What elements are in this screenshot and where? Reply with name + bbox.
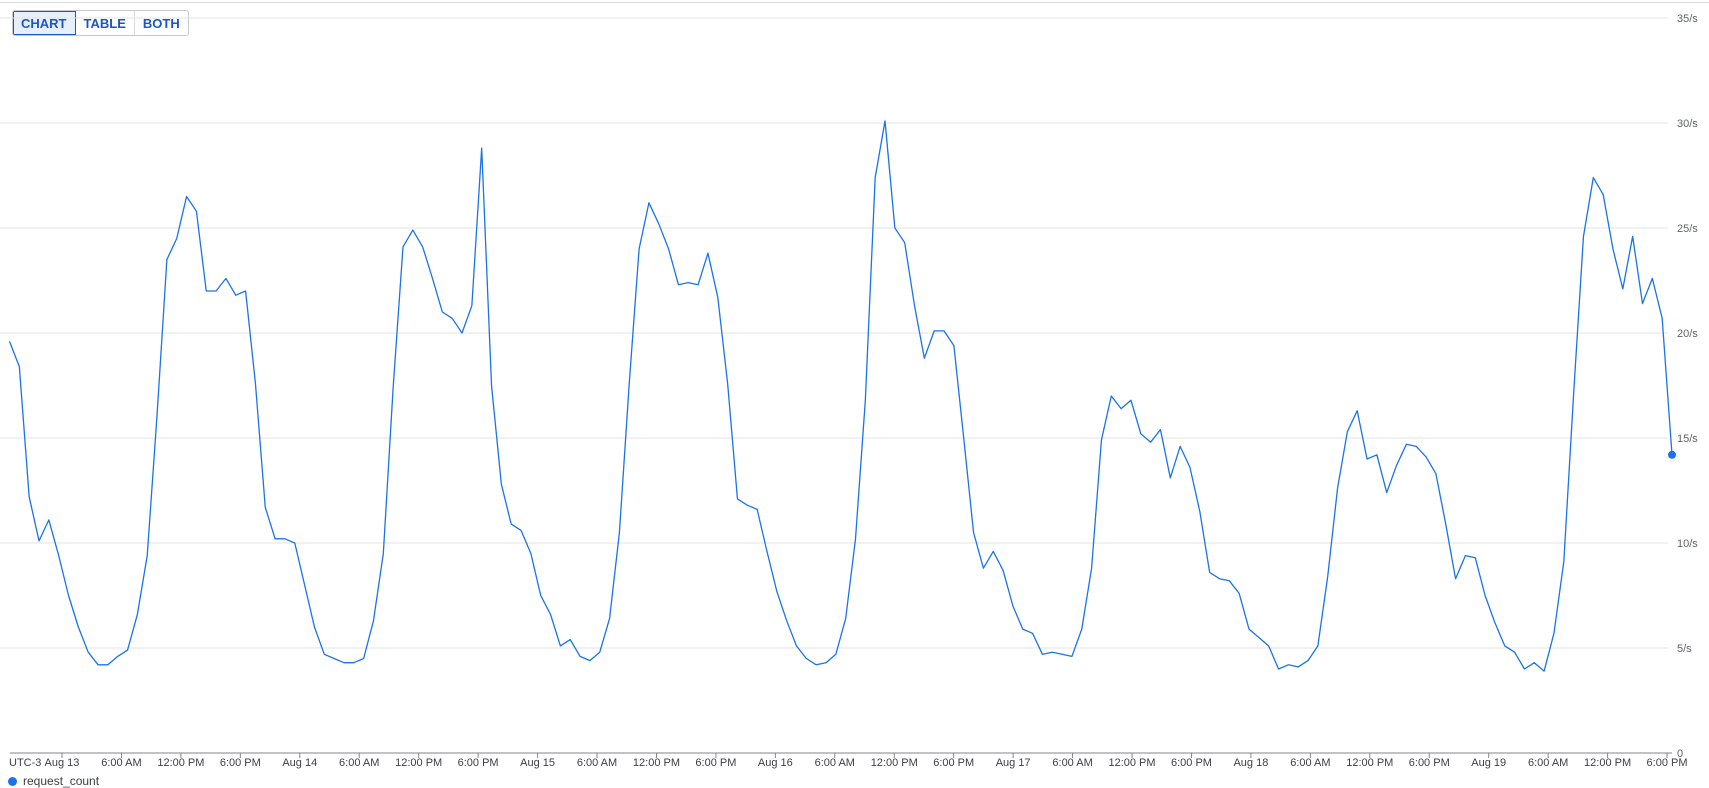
x-tick-label: 6:00 AM	[815, 757, 855, 769]
x-tick-label: 6:00 PM	[458, 757, 499, 769]
legend-label: request_count	[23, 774, 99, 788]
y-tick-label: 35/s	[1677, 13, 1698, 25]
y-tick-label: 15/s	[1677, 433, 1698, 445]
x-tick-label: 12:00 PM	[1584, 757, 1631, 769]
x-tick-label: Aug 15	[520, 757, 555, 769]
y-tick-label: 5/s	[1677, 643, 1692, 655]
x-tick-label: 12:00 PM	[1346, 757, 1393, 769]
x-tick-label: Aug 18	[1233, 757, 1268, 769]
x-tick-label: 6:00 PM	[1171, 757, 1212, 769]
legend[interactable]: request_count	[8, 774, 99, 788]
x-tick-label: Aug 19	[1471, 757, 1506, 769]
y-tick-label: 20/s	[1677, 328, 1698, 340]
x-tick-label: 6:00 PM	[1409, 757, 1450, 769]
x-tick-label: 6:00 AM	[101, 757, 141, 769]
x-tick-label: 12:00 PM	[1108, 757, 1155, 769]
y-tick-label: 10/s	[1677, 538, 1698, 550]
x-tick-label: 6:00 PM	[1647, 757, 1688, 769]
x-tick-label: Aug 17	[996, 757, 1031, 769]
x-tick-label: 12:00 PM	[395, 757, 442, 769]
x-tick-label: 6:00 PM	[695, 757, 736, 769]
y-tick-label: 30/s	[1677, 118, 1698, 130]
x-tick-label: 6:00 AM	[1290, 757, 1330, 769]
series-line-request-count	[10, 121, 1673, 671]
x-tick-label: 6:00 AM	[577, 757, 617, 769]
x-tick-label: 12:00 PM	[871, 757, 918, 769]
last-point-marker	[1668, 451, 1676, 459]
legend-marker-icon	[8, 777, 17, 786]
x-tick-label: 6:00 PM	[933, 757, 974, 769]
x-tick-label: 12:00 PM	[157, 757, 204, 769]
x-tick-label: 6:00 AM	[339, 757, 379, 769]
x-tick-label: 12:00 PM	[633, 757, 680, 769]
timezone-label: UTC-3	[9, 757, 41, 769]
x-tick-label: 6:00 AM	[1528, 757, 1568, 769]
x-tick-label: Aug 16	[758, 757, 793, 769]
x-tick-label: Aug 13	[45, 757, 80, 769]
x-tick-label: 6:00 AM	[1052, 757, 1092, 769]
x-tick-label: 6:00 PM	[220, 757, 261, 769]
y-tick-label: 25/s	[1677, 223, 1698, 235]
x-tick-label: Aug 14	[282, 757, 317, 769]
